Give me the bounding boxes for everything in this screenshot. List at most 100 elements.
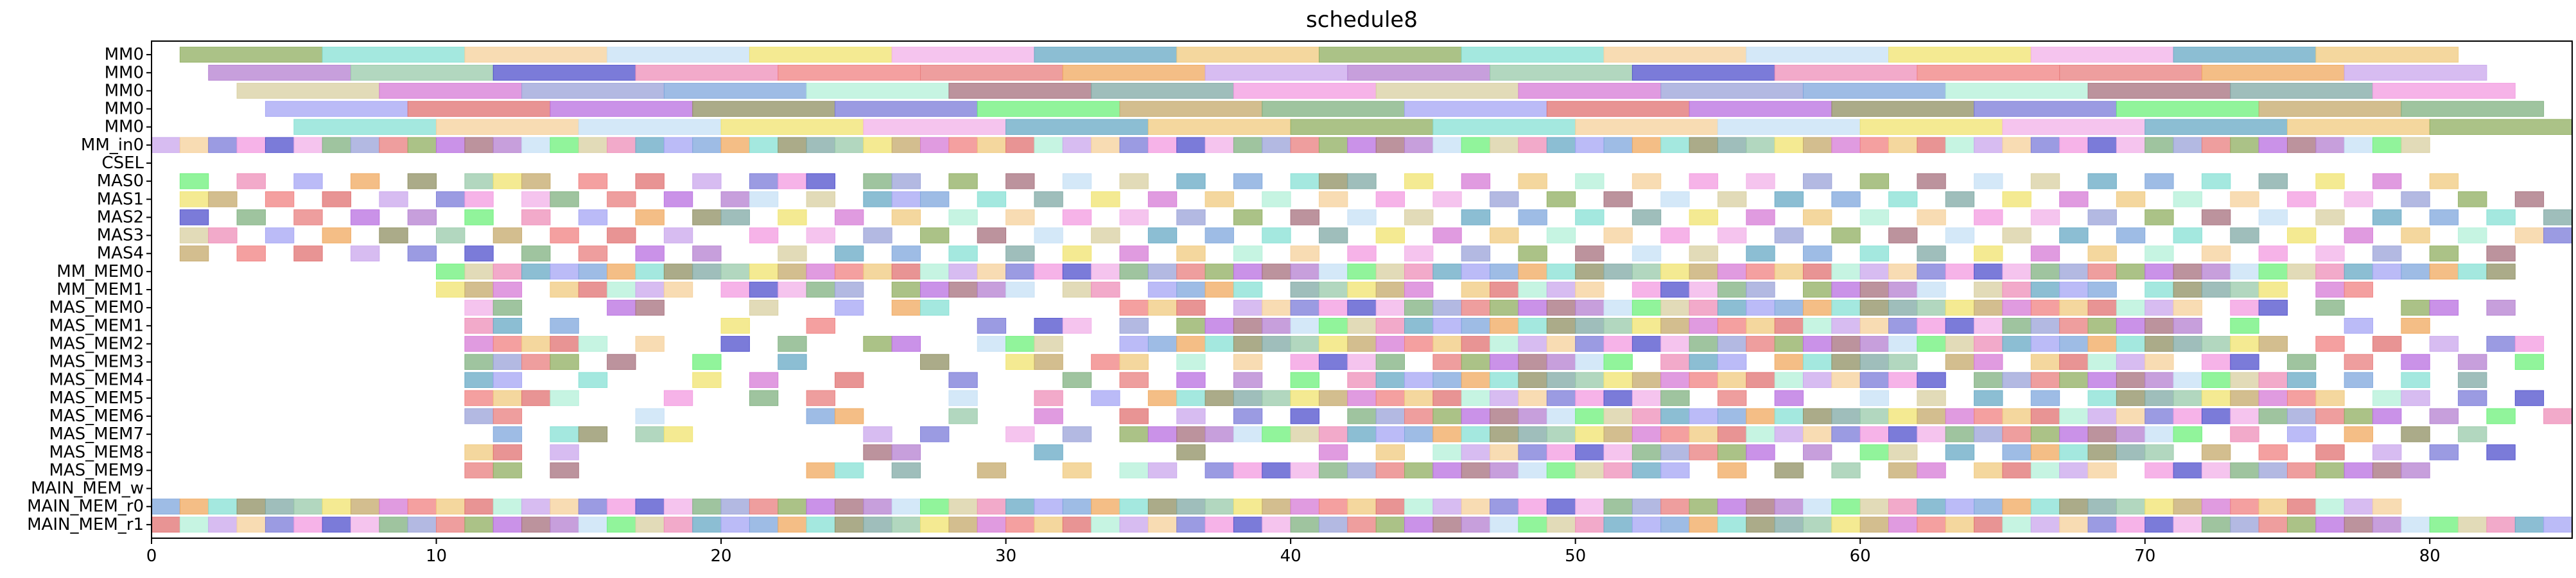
mas-mem7-task-bar bbox=[1603, 426, 1633, 442]
mas-mem0-task-bar bbox=[1603, 299, 1633, 316]
mas-mem5-task-bar bbox=[2201, 390, 2231, 407]
mas-mem0-task-bar bbox=[2401, 299, 2430, 316]
mm-mem1-task-bar bbox=[2173, 281, 2202, 298]
mas3-task-bar bbox=[492, 227, 523, 243]
mas2-task-bar bbox=[1859, 209, 1890, 225]
mas2-task-bar bbox=[2543, 209, 2573, 225]
mm-in0-task-bar bbox=[293, 137, 323, 153]
mm-in0-task-bar bbox=[692, 137, 722, 153]
mas-mem7-task-bar bbox=[1632, 426, 1662, 442]
mm-mem0-task-bar bbox=[1603, 263, 1633, 280]
mas-mem0-task-bar bbox=[1147, 299, 1178, 316]
mas-mem4-task-bar bbox=[1888, 372, 1918, 389]
y-tick-label: MAS_MEM4 bbox=[49, 371, 144, 390]
mas-mem9-task-bar bbox=[1119, 462, 1149, 478]
mas-mem3-task-bar bbox=[2458, 354, 2487, 370]
main-mem-r0-task-bar bbox=[1831, 498, 1861, 515]
mas2-task-bar bbox=[1461, 209, 1491, 225]
mas-mem2-task-bar bbox=[1262, 336, 1291, 352]
mm-mem0-task-bar bbox=[1091, 263, 1120, 280]
mas-mem6-task-bar bbox=[464, 408, 494, 425]
mm0-task-bar bbox=[1205, 64, 1348, 81]
mm-in0-task-bar bbox=[1318, 137, 1348, 153]
mm-mem0-task-bar bbox=[2486, 263, 2516, 280]
mm-mem0-task-bar bbox=[948, 263, 978, 280]
mas-mem7-task-bar bbox=[1318, 426, 1348, 442]
mas0-task-bar bbox=[1917, 173, 1946, 189]
mas-mem5-task-bar bbox=[550, 390, 579, 407]
mas-mem6-task-bar bbox=[1546, 408, 1576, 425]
mas-mem4-task-bar bbox=[1746, 372, 1775, 389]
mas-mem9-task-bar bbox=[464, 462, 494, 478]
mm-mem1-task-bar bbox=[607, 281, 636, 298]
mas-mem7-task-bar bbox=[2030, 426, 2060, 442]
mas-mem0-task-bar bbox=[2030, 299, 2060, 316]
mas-mem2-task-bar bbox=[1347, 336, 1377, 352]
mas-mem5-task-bar bbox=[2458, 390, 2487, 407]
main-mem-r0-task-bar bbox=[436, 498, 466, 515]
mas-mem2-task-bar bbox=[1318, 336, 1348, 352]
mm-mem1-task-bar bbox=[578, 281, 608, 298]
mas1-task-bar bbox=[1318, 191, 1348, 207]
mas-mem9-task-bar bbox=[1490, 462, 1519, 478]
mm0-task-bar bbox=[436, 119, 579, 136]
mas1-task-bar bbox=[863, 191, 892, 207]
mm-in0-task-bar bbox=[2372, 137, 2402, 153]
main-mem-r0-task-bar bbox=[379, 498, 408, 515]
mm-mem1-task-bar bbox=[436, 281, 466, 298]
mas3-task-bar bbox=[749, 227, 779, 243]
mm-mem0-task-bar bbox=[1859, 263, 1890, 280]
mas-mem7-task-bar bbox=[2002, 426, 2032, 442]
mas-mem3-task-bar bbox=[778, 354, 807, 370]
main-mem-r1-task-bar bbox=[179, 516, 209, 533]
main-mem-r1-task-bar bbox=[1461, 516, 1491, 533]
mm-mem1-task-bar bbox=[2002, 281, 2032, 298]
mas2-task-bar bbox=[1062, 209, 1092, 225]
mas-mem7-task-bar bbox=[550, 426, 579, 442]
mm-mem0-task-bar bbox=[2116, 263, 2146, 280]
mas-mem4-task-bar bbox=[578, 372, 608, 389]
mas-mem5-task-bar bbox=[2286, 390, 2317, 407]
main-mem-r1-task-bar bbox=[1490, 516, 1519, 533]
mas1-task-bar bbox=[2002, 191, 2032, 207]
main-mem-r1-task-bar bbox=[2002, 516, 2032, 533]
main-mem-r1-task-bar bbox=[692, 516, 722, 533]
mas3-task-bar bbox=[1034, 227, 1063, 243]
mas2-task-bar bbox=[179, 209, 209, 225]
mm0-task-bar bbox=[208, 64, 351, 81]
main-mem-r0-task-bar bbox=[151, 498, 180, 515]
mas-mem5-task-bar bbox=[2258, 390, 2288, 407]
main-mem-r1-task-bar bbox=[1034, 516, 1063, 533]
mas1-task-bar bbox=[1888, 191, 1918, 207]
mas2-task-bar bbox=[1119, 209, 1149, 225]
mas-mem2-task-bar bbox=[2201, 336, 2231, 352]
mas-mem4-task-bar bbox=[1603, 372, 1633, 389]
mas-mem1-task-bar bbox=[1290, 317, 1319, 334]
mas-mem6-task-bar bbox=[2429, 408, 2459, 425]
main-mem-r1-task-bar bbox=[1660, 516, 1690, 533]
mas-mem9-task-bar bbox=[1375, 462, 1405, 478]
mas1-task-bar bbox=[2230, 191, 2259, 207]
mas-mem5-task-bar bbox=[749, 390, 779, 407]
mas-mem7-task-bar bbox=[2401, 426, 2430, 442]
mas-mem9-task-bar bbox=[1518, 462, 1547, 478]
mas-mem6-task-bar bbox=[2344, 408, 2374, 425]
mm-mem1-task-bar bbox=[550, 281, 579, 298]
mas-mem5-task-bar bbox=[2372, 390, 2402, 407]
mas2-task-bar bbox=[407, 209, 437, 225]
mm-mem1-task-bar bbox=[891, 281, 921, 298]
mas2-task-bar bbox=[948, 209, 978, 225]
mas0-task-bar bbox=[2372, 173, 2402, 189]
mas-mem1-task-bar bbox=[2145, 317, 2174, 334]
mas-mem9-task-bar bbox=[1546, 462, 1576, 478]
mas2-task-bar bbox=[1974, 209, 2003, 225]
mas-mem8-task-bar bbox=[2258, 444, 2288, 460]
mm0-task-bar bbox=[1062, 64, 1206, 81]
mas2-task-bar bbox=[1518, 209, 1547, 225]
mas3-task-bar bbox=[179, 227, 209, 243]
mas-mem7-task-bar bbox=[2087, 426, 2117, 442]
mas-mem4-task-bar bbox=[2116, 372, 2146, 389]
main-mem-r0-task-bar bbox=[2116, 498, 2146, 515]
mm-mem1-task-bar bbox=[2258, 281, 2288, 298]
main-mem-r1-task-bar bbox=[1176, 516, 1206, 533]
